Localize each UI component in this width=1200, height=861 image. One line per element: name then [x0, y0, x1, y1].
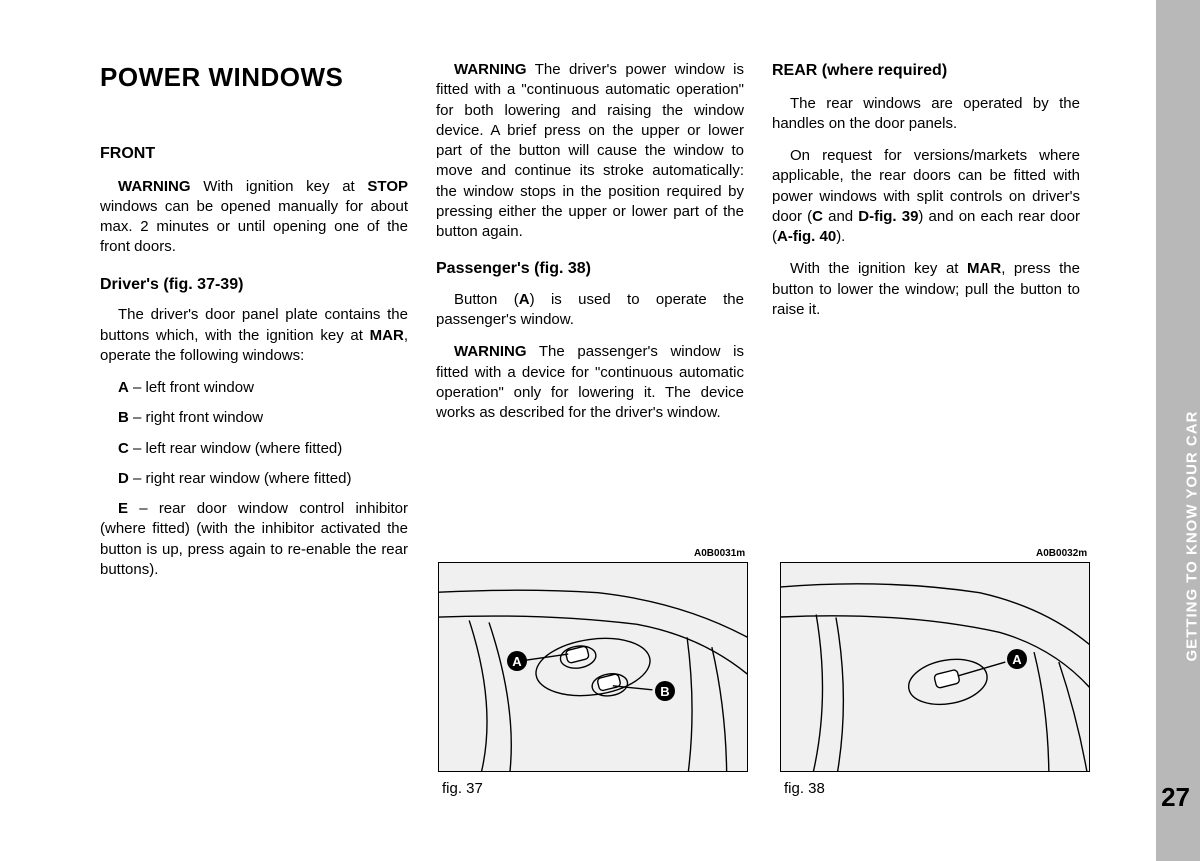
page-content: POWER WINDOWS FRONT WARNING With ignitio… [0, 0, 1200, 592]
rear-p1: The rear windows are operated by the han… [772, 94, 1080, 135]
column-1: POWER WINDOWS FRONT WARNING With ignitio… [100, 60, 408, 592]
marker-a: A [1007, 649, 1027, 669]
passenger-heading: Passenger's (fig. 38) [436, 258, 744, 280]
warning-label: WARNING [454, 343, 527, 360]
front-heading: FRONT [100, 143, 408, 165]
front-warning-para: WARNING With ignition key at STOP window… [100, 177, 408, 258]
list-item-e: E – rear door window control inhibitor (… [100, 499, 408, 580]
marker-a: A [507, 651, 527, 671]
driver-warning-para: WARNING The driver's power window is fit… [436, 60, 744, 242]
warning-label: WARNING [118, 178, 191, 195]
marker-b: B [655, 681, 675, 701]
passenger-warning-para: WARNING The passenger's window is fitted… [436, 342, 744, 423]
figure-38-diagram [781, 563, 1089, 771]
rear-p2: On request for versions/markets where ap… [772, 146, 1080, 247]
rear-heading: REAR (where required) [772, 60, 1080, 82]
list-item-a: A – left front window [100, 378, 408, 398]
page-title: POWER WINDOWS [100, 60, 408, 95]
rear-p3: With the ignition key at MAR, press the … [772, 259, 1080, 320]
column-2: WARNING The driver's power window is fit… [436, 60, 744, 592]
figure-37-diagram [439, 563, 747, 771]
side-tab: GETTING TO KNOW YOUR CAR 27 [1156, 0, 1200, 861]
figure-38-caption: fig. 38 [784, 780, 825, 797]
passenger-button-para: Button (A) is used to operate the passen… [436, 290, 744, 331]
column-3: REAR (where required) The rear windows a… [772, 60, 1080, 592]
drivers-heading: Driver's (fig. 37-39) [100, 274, 408, 296]
figure-37-code: A0B0031m [694, 548, 745, 559]
list-item-d: D – right rear window (where fitted) [100, 469, 408, 489]
page-number: 27 [1161, 782, 1190, 813]
list-item-c: C – left rear window (where fitted) [100, 439, 408, 459]
warning-label: WARNING [454, 61, 527, 78]
figure-37: A B [438, 562, 748, 772]
figure-37-caption: fig. 37 [442, 780, 483, 797]
figure-38-code: A0B0032m [1036, 548, 1087, 559]
side-tab-label: GETTING TO KNOW YOUR CAR [1184, 410, 1200, 661]
drivers-intro-para: The driver's door panel plate contains t… [100, 305, 408, 366]
list-item-b: B – right front window [100, 408, 408, 428]
figure-38: A [780, 562, 1090, 772]
